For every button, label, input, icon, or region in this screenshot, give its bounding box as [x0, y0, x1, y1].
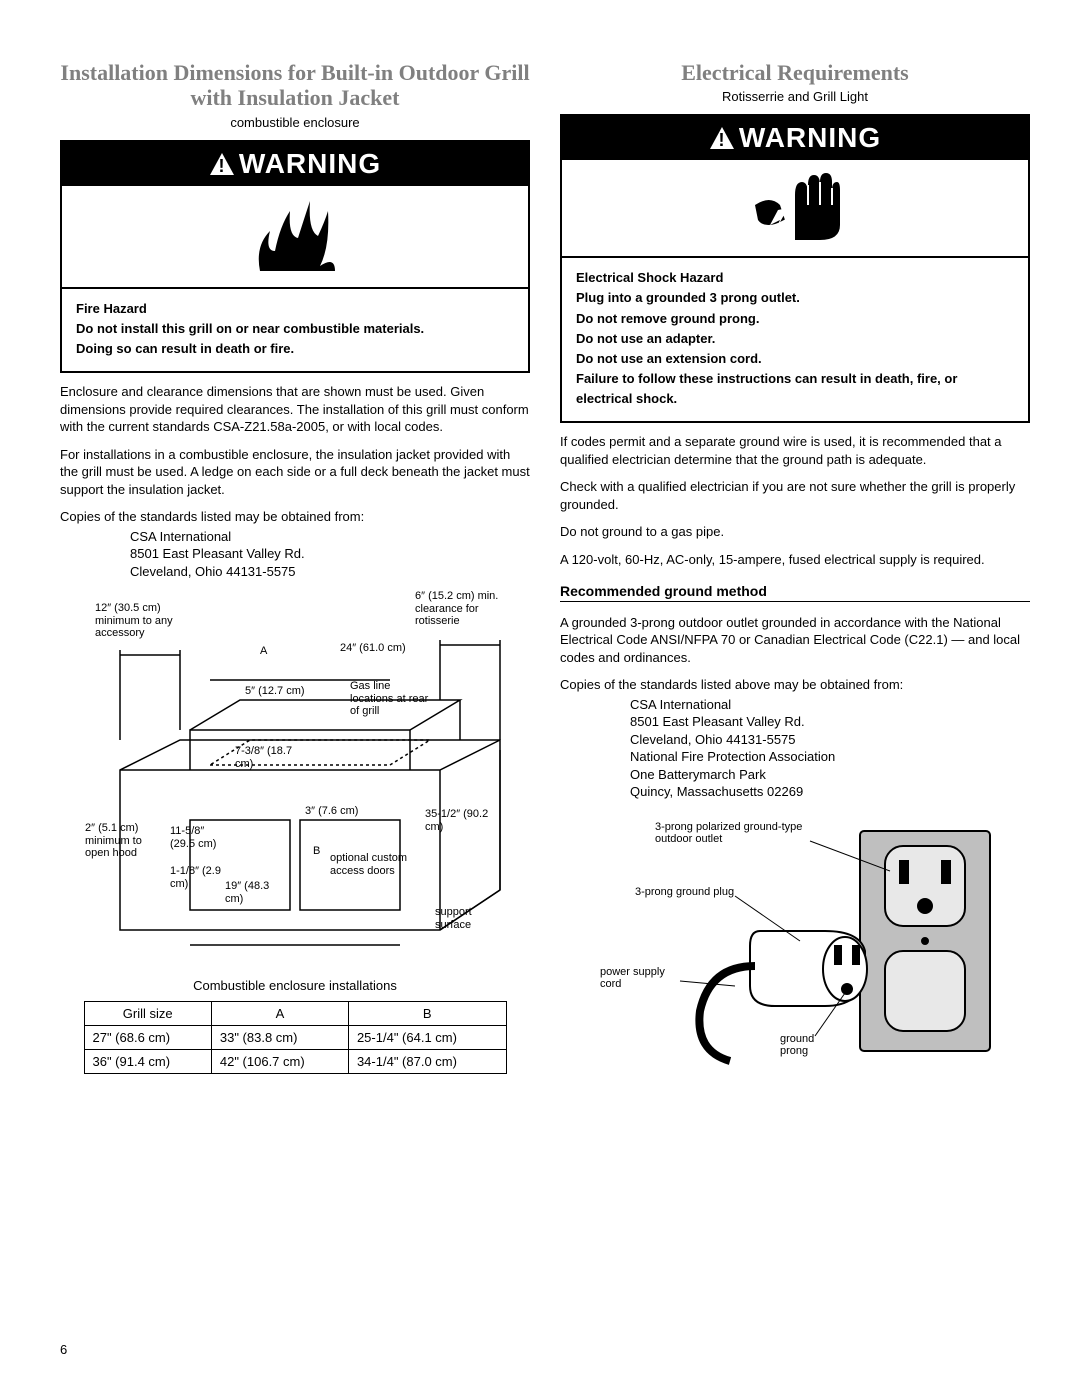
shock-l5: Failure to follow these instructions can…	[576, 369, 1014, 409]
dim-12in: 12″ (30.5 cm) minimum to any accessory	[95, 602, 185, 638]
left-addr1: CSA International	[130, 528, 530, 546]
right-p3: Do not ground to a gas pipe.	[560, 523, 1030, 541]
fire-line2: Doing so can result in death or fire.	[76, 339, 514, 359]
fire-warning-box: !WARNING Fire Hazard Do not install this…	[60, 140, 530, 373]
shock-l1: Plug into a grounded 3 prong outlet.	[576, 288, 1014, 308]
fire-icon	[250, 196, 340, 276]
th-grill: Grill size	[84, 1002, 211, 1026]
dim-5in: 5″ (12.7 cm)	[245, 685, 305, 697]
left-p1: Enclosure and clearance dimensions that …	[60, 383, 530, 436]
plug-l2: 3-prong ground plug	[635, 886, 735, 898]
r-addr6: Quincy, Massachusetts 02269	[630, 783, 1030, 801]
table-row: 36" (91.4 cm) 42" (106.7 cm) 34-1/4" (87…	[84, 1050, 506, 1074]
dim-support: support surface	[435, 906, 495, 930]
r-addr3: Cleveland, Ohio 44131-5575	[630, 731, 1030, 749]
warning-header: !WARNING	[62, 142, 528, 186]
fire-line1: Do not install this grill on or near com…	[76, 319, 514, 339]
left-p2: For installations in a combustible enclo…	[60, 446, 530, 499]
right-p4: A 120-volt, 60-Hz, AC-only, 15-ampere, f…	[560, 551, 1030, 569]
dim-doors: optional custom access doors	[330, 852, 430, 876]
r-addr5: One Batterymarch Park	[630, 766, 1030, 784]
shock-hazard-label: Electrical Shock Hazard	[576, 268, 1014, 288]
left-subtitle: combustible enclosure	[60, 115, 530, 130]
svg-text:!: !	[718, 130, 725, 150]
left-column: Installation Dimensions for Built-in Out…	[60, 60, 530, 1074]
shock-l2: Do not remove ground prong.	[576, 309, 1014, 329]
right-title: Electrical Requirements	[560, 60, 1030, 85]
right-subtitle: Rotisserrie and Grill Light	[560, 89, 1030, 104]
right-column: Electrical Requirements Rotisserrie and …	[560, 60, 1030, 1074]
th-a: A	[211, 1002, 348, 1026]
fire-warning-body: Fire Hazard Do not install this grill on…	[62, 289, 528, 371]
shock-icon-area	[562, 160, 1028, 258]
dim-3in: 3″ (7.6 cm)	[305, 805, 360, 817]
dimensions-table: Grill size A B 27" (68.6 cm) 33" (83.8 c…	[84, 1001, 507, 1074]
warning-triangle-icon: !	[209, 152, 235, 176]
shock-l3: Do not use an adapter.	[576, 329, 1014, 349]
warning-header: !WARNING	[562, 116, 1028, 160]
right-p5: A grounded 3-prong outdoor outlet ground…	[560, 614, 1030, 667]
left-addr2: 8501 East Pleasant Valley Rd.	[130, 545, 530, 563]
right-p2: Check with a qualified electrician if yo…	[560, 478, 1030, 513]
plug-svg	[560, 811, 1030, 1071]
r-addr1: CSA International	[630, 696, 1030, 714]
shock-hand-icon	[750, 170, 840, 245]
plug-l4: ground prong	[780, 1033, 840, 1057]
dim-24in: 24″ (61.0 cm)	[340, 642, 410, 654]
dim-B: B	[313, 845, 320, 857]
svg-text:!: !	[218, 156, 225, 176]
left-title: Installation Dimensions for Built-in Out…	[60, 60, 530, 111]
dim-738: 7-3/8″ (18.7 cm)	[235, 745, 305, 769]
shock-warning-body: Electrical Shock Hazard Plug into a grou…	[562, 258, 1028, 421]
dim-gasline: Gas line locations at rear of grill	[350, 680, 430, 716]
dim-1158: 11-5/8″ (29.5 cm)	[170, 825, 230, 849]
page-number: 6	[60, 1342, 67, 1357]
r-addr2: 8501 East Pleasant Valley Rd.	[630, 713, 1030, 731]
left-p3: Copies of the standards listed may be ob…	[60, 508, 530, 526]
table-caption: Combustible enclosure installations	[60, 978, 530, 993]
table-row: Grill size A B	[84, 1002, 506, 1026]
dim-19in: 19″ (48.3 cm)	[225, 880, 280, 904]
th-b: B	[348, 1002, 506, 1026]
warning-triangle-icon: !	[709, 126, 735, 150]
left-addr3: Cleveland, Ohio 44131-5575	[130, 563, 530, 581]
right-p6: Copies of the standards listed above may…	[560, 676, 1030, 694]
shock-l4: Do not use an extension cord.	[576, 349, 1014, 369]
plug-diagram: 3-prong polarized ground-type outdoor ou…	[560, 811, 1030, 1071]
r-addr4: National Fire Protection Association	[630, 748, 1030, 766]
dim-118: 1-1/8″ (2.9 cm)	[170, 865, 225, 889]
fire-hazard-label: Fire Hazard	[76, 299, 514, 319]
right-p1: If codes permit and a separate ground wi…	[560, 433, 1030, 468]
dim-2in: 2″ (5.1 cm) minimum to open hood	[85, 822, 165, 858]
plug-l3: power supply cord	[600, 966, 680, 990]
dim-6in: 6″ (15.2 cm) min. clearance for rotisser…	[415, 590, 515, 626]
dim-3512: 35-1/2″ (90.2 cm)	[425, 808, 495, 832]
shock-warning-box: !WARNING Electrical Shock Hazard Plug in…	[560, 114, 1030, 423]
enclosure-diagram: 12″ (30.5 cm) minimum to any accessory 6…	[60, 590, 530, 970]
dim-A: A	[260, 645, 267, 657]
divider	[560, 601, 1030, 602]
table-row: 27" (68.6 cm) 33" (83.8 cm) 25-1/4" (64.…	[84, 1026, 506, 1050]
ground-method-head: Recommended ground method	[560, 583, 1030, 599]
plug-l1: 3-prong polarized ground-type outdoor ou…	[655, 821, 815, 845]
fire-icon-area	[62, 186, 528, 289]
